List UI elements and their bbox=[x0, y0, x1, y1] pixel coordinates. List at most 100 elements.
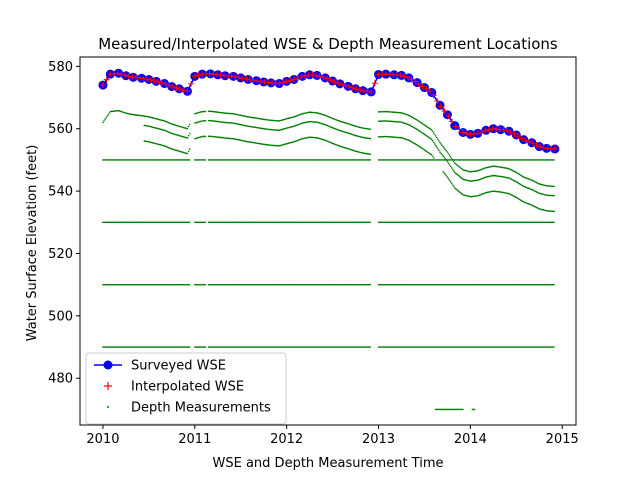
depth-point bbox=[448, 163, 451, 166]
legend-depth-marker bbox=[107, 406, 109, 408]
depth-point bbox=[369, 137, 372, 140]
depth-point bbox=[445, 149, 448, 152]
depth-point bbox=[459, 166, 461, 169]
depth-point bbox=[103, 120, 105, 122]
depth-point bbox=[108, 112, 111, 114]
depth-point bbox=[462, 408, 464, 411]
interpolated-wse-point bbox=[368, 88, 375, 95]
surveyed-wse-point bbox=[450, 121, 460, 131]
interpolated-wse-point bbox=[118, 71, 125, 78]
interpolated-wse-point bbox=[496, 126, 503, 133]
interpolated-wse-point bbox=[331, 78, 338, 85]
surveyed-wse-point bbox=[435, 100, 445, 110]
depth-point bbox=[187, 134, 190, 137]
interpolated-wse-point bbox=[188, 80, 195, 87]
depth-point bbox=[451, 184, 454, 186]
interpolated-wse-point bbox=[526, 138, 533, 145]
surveyed-wse-point bbox=[335, 79, 345, 89]
plot-frame bbox=[79, 56, 577, 426]
interpolated-wse-point bbox=[360, 87, 367, 94]
interpolated-wse-point bbox=[125, 73, 132, 80]
depth-point bbox=[186, 127, 189, 130]
interpolated-wse-point bbox=[357, 86, 364, 93]
depth-point bbox=[188, 148, 191, 150]
interpolated-wse-point bbox=[415, 80, 422, 87]
interpolated-wse-point bbox=[228, 73, 235, 80]
depth-point bbox=[369, 283, 372, 286]
depth-point bbox=[459, 176, 461, 178]
y-tick-label: 500 bbox=[48, 309, 73, 324]
depth-point bbox=[437, 148, 439, 150]
interpolated-wse-point bbox=[180, 87, 187, 94]
legend-box bbox=[85, 352, 287, 425]
interpolated-wse-point bbox=[537, 143, 544, 150]
depth-point bbox=[441, 154, 443, 156]
depth-point bbox=[432, 157, 435, 159]
depth-point bbox=[451, 168, 454, 171]
interpolated-wse-point bbox=[235, 74, 242, 81]
interpolated-wse-point bbox=[460, 129, 467, 136]
interpolated-wse-point bbox=[463, 130, 470, 137]
depth-point bbox=[107, 113, 110, 116]
depth-point bbox=[456, 163, 458, 166]
depth-point bbox=[430, 154, 433, 156]
depth-point bbox=[460, 176, 462, 179]
depth-point bbox=[441, 144, 443, 147]
x-tick-label: 2014 bbox=[454, 432, 487, 447]
depth-point bbox=[369, 159, 372, 161]
interpolated-wse-point bbox=[518, 135, 525, 142]
depth-point bbox=[453, 162, 456, 164]
interpolated-wse-point bbox=[173, 84, 180, 91]
depth-point bbox=[444, 173, 447, 176]
interpolated-wse-point bbox=[122, 72, 129, 79]
interpolated-wse-point bbox=[500, 127, 507, 134]
depth-point bbox=[187, 125, 190, 128]
depth-point bbox=[187, 150, 190, 153]
depth-point bbox=[450, 157, 453, 160]
depth-point bbox=[449, 181, 452, 183]
depth-point bbox=[457, 164, 459, 167]
depth-point bbox=[454, 163, 457, 165]
depth-point bbox=[456, 173, 458, 176]
legend-surveyed-marker bbox=[103, 360, 113, 370]
depth-point bbox=[369, 128, 372, 131]
interpolated-wse-point bbox=[320, 74, 327, 81]
legend-label-surveyed: Surveyed WSE bbox=[131, 359, 226, 374]
x-axis-label: WSE and Depth Measurement Time bbox=[213, 456, 444, 471]
legend-label-interpolated: Interpolated WSE bbox=[131, 380, 244, 395]
depth-point bbox=[104, 118, 106, 121]
interpolated-wse-point bbox=[507, 129, 514, 136]
depth-point bbox=[369, 221, 372, 224]
interpolated-wse-point bbox=[482, 127, 489, 134]
surveyed-wse-point bbox=[442, 110, 452, 120]
depth-point bbox=[473, 408, 476, 411]
depth-point bbox=[553, 221, 555, 224]
interpolated-wse-point bbox=[449, 118, 455, 125]
depth-point bbox=[440, 152, 442, 155]
depth-point bbox=[188, 123, 191, 126]
depth-point bbox=[452, 160, 455, 163]
depth-point bbox=[447, 162, 450, 164]
depth-point bbox=[106, 115, 108, 118]
x-tick-label: 2015 bbox=[546, 432, 579, 447]
interpolated-wse-point bbox=[313, 72, 320, 79]
interpolated-wse-point bbox=[511, 131, 518, 138]
interpolated-wse-point bbox=[504, 127, 511, 134]
depth-point bbox=[454, 171, 456, 174]
depth-point bbox=[438, 149, 440, 152]
depth-point bbox=[188, 283, 191, 286]
depth-point bbox=[204, 346, 207, 348]
depth-point bbox=[449, 165, 452, 168]
interpolated-wse-point bbox=[335, 80, 342, 87]
x-tick-label: 2012 bbox=[270, 432, 303, 447]
interpolated-wse-point bbox=[353, 86, 360, 93]
depth-point bbox=[445, 174, 448, 177]
interpolated-wse-point bbox=[114, 70, 121, 77]
depth-point bbox=[430, 138, 433, 141]
chart-title: Measured/Interpolated WSE & Depth Measur… bbox=[98, 35, 558, 53]
legend: Surveyed WSE Interpolated WSE Depth Meas… bbox=[85, 352, 287, 425]
interpolated-wse-point bbox=[294, 75, 301, 82]
interpolated-wse-point bbox=[232, 73, 239, 80]
depth-point bbox=[457, 174, 459, 176]
